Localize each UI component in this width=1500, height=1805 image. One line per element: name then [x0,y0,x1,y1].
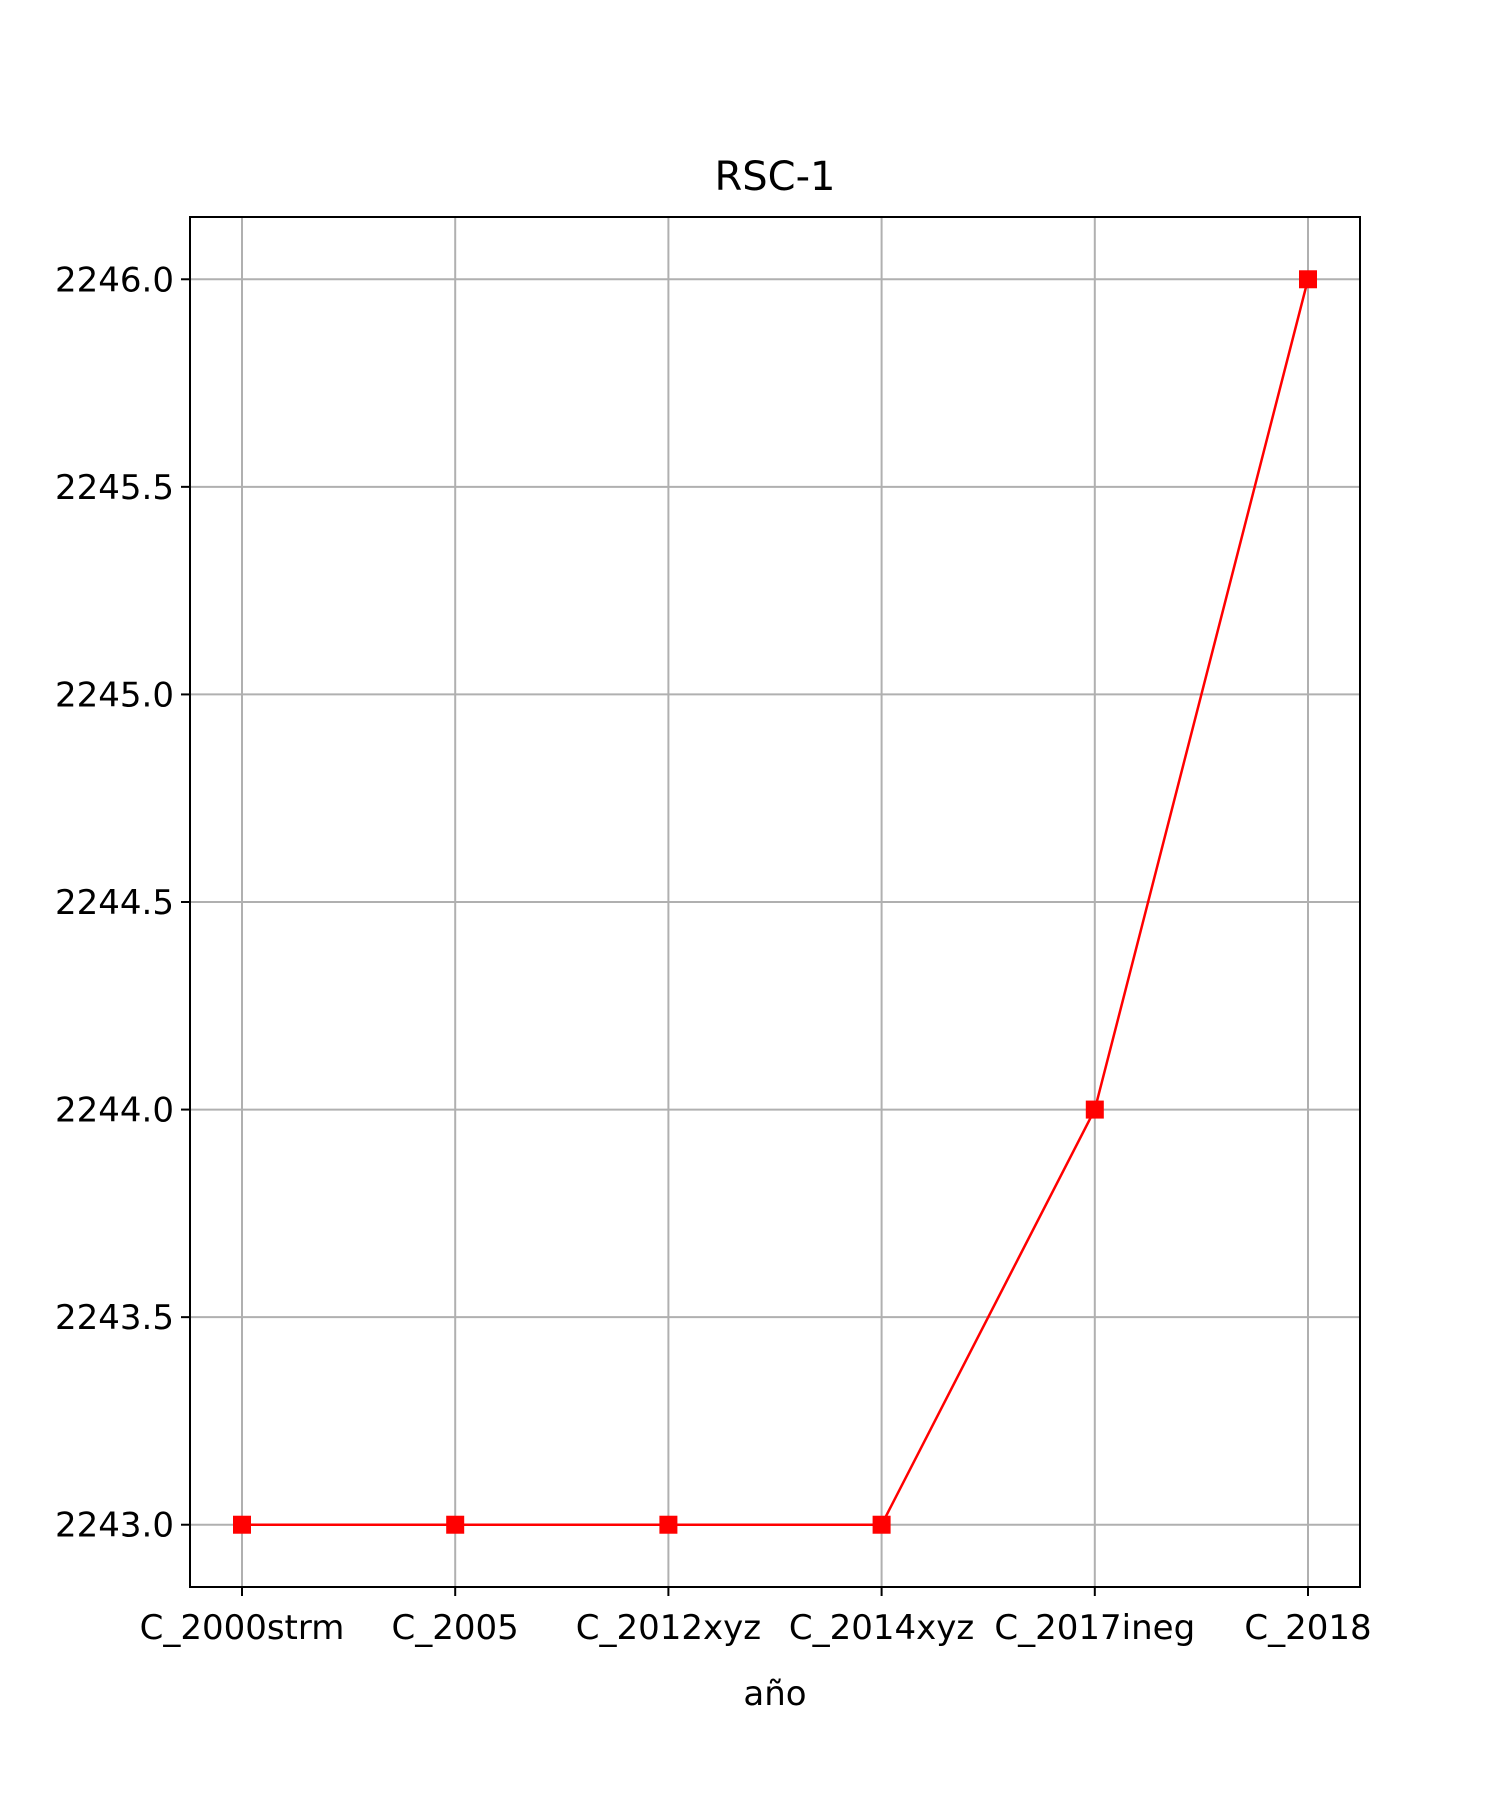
y-axis: 2243.0 2243.5 2244.0 2244.5 2245.0 2245.5 2246… [55,260,190,1546]
y-tick-label: 2246.0 [55,260,174,300]
x-axis: C_2000strm C_2005 C_2012xyz C_2014xyz C_2017… [140,1587,1372,1648]
x-tick-label: C_2000strm [140,1608,345,1648]
y-tick-label: 2243.0 [55,1506,174,1546]
data-point-marker [659,1515,678,1534]
y-tick-label: 2245.0 [55,675,174,715]
series-layer [233,270,1317,1534]
x-tick-label: C_2018 [1244,1608,1371,1648]
series-line [242,278,1310,1526]
x-tick-label: C_2012xyz [576,1608,761,1648]
x-tick-label: C_2005 [392,1608,519,1648]
data-point-marker [1299,270,1317,289]
y-tick-label: 2244.5 [55,883,174,923]
data-point-marker [233,1515,251,1534]
data-point-marker [446,1515,465,1534]
y-tick-label: 2243.5 [55,1298,174,1338]
x-tick-label: C_2017ineg [994,1608,1195,1648]
chart-title: RSC-1 [715,154,836,200]
x-tick-label: C_2014xyz [789,1608,974,1648]
y-tick-label: 2244.0 [55,1091,174,1131]
x-axis-label: año [743,1674,806,1714]
y-tick-label: 2245.5 [55,468,174,508]
plot-area-frame [189,216,1361,1588]
grid-lines [190,217,1360,1587]
data-point-marker [872,1515,891,1534]
data-point-marker [1085,1100,1104,1119]
